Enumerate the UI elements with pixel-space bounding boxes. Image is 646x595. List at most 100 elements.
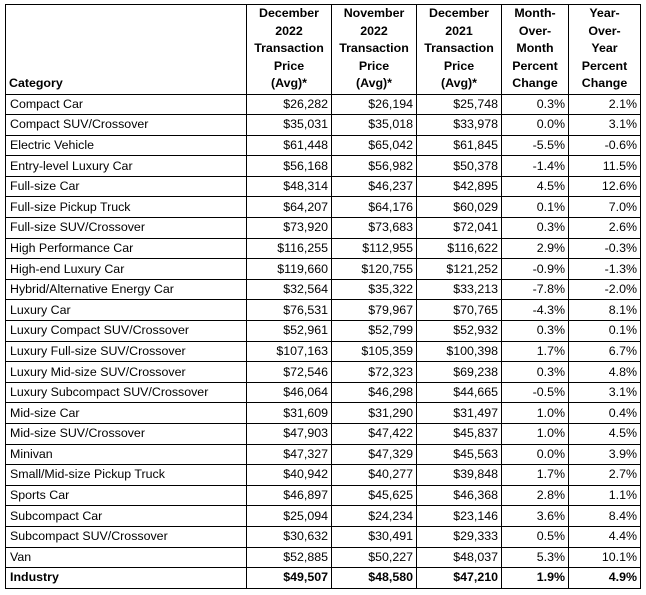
yoy-change-cell: -2.0% — [568, 278, 641, 301]
table-row: Compact Car $26,282 $26,194 $25,748 0.3% 2.1% — [5, 93, 641, 116]
yoy-change-cell: 6.7% — [568, 340, 641, 363]
dec-2022-price-cell: $76,531 — [246, 299, 332, 322]
mom-change-cell: 1.0% — [501, 402, 569, 424]
mom-change-cell: -0.9% — [501, 258, 569, 280]
nov-2022-price-cell: $112,955 — [331, 237, 417, 260]
dec-2022-price-cell: $31,609 — [246, 402, 332, 424]
yoy-change-cell: 11.5% — [568, 155, 641, 177]
dec-2022-price-cell: $72,546 — [246, 361, 332, 383]
dec-2022-price-cell: $47,327 — [246, 443, 332, 466]
dec-2021-price-cell: $31,497 — [416, 402, 502, 424]
category-cell: Minivan — [5, 443, 247, 466]
category-cell: Small/Mid-size Pickup Truck — [5, 464, 247, 486]
nov-2022-price-cell: $73,683 — [331, 217, 417, 239]
category-cell: Compact SUV/Crossover — [5, 114, 247, 136]
mom-change-cell: 0.0% — [501, 443, 569, 466]
table-row: High Performance Car $116,255 $112,955 $116… — [5, 237, 641, 260]
table-row: Subcompact SUV/Crossover $30,632 $30,491 $2… — [5, 525, 641, 548]
dec-2022-price-cell: $119,660 — [246, 258, 332, 280]
nov-2022-price-cell: $46,298 — [331, 381, 417, 404]
dec-2021-price-cell: $25,748 — [416, 93, 502, 116]
nov-2022-price-cell: $50,227 — [331, 546, 417, 569]
dec-2021-price-cell: $61,845 — [416, 134, 502, 157]
mom-change-cell: 2.8% — [501, 484, 569, 507]
nov-2022-price-cell: $56,982 — [331, 155, 417, 177]
mom-change-cell: 0.5% — [501, 525, 569, 548]
dec-2021-price-cell: $48,037 — [416, 546, 502, 569]
yoy-change-cell: -0.3% — [568, 237, 641, 260]
nov-2022-price-cell: $105,359 — [331, 340, 417, 363]
mom-change-cell: -5.5% — [501, 134, 569, 157]
nov-2022-price-cell: $35,018 — [331, 114, 417, 136]
yoy-change-cell: 8.4% — [568, 505, 641, 527]
category-cell: Mid-size SUV/Crossover — [5, 423, 247, 445]
table-row: Luxury Subcompact SUV/Crossover $46,064 $4… — [5, 381, 641, 404]
yoy-change-cell: 10.1% — [568, 546, 641, 569]
dec-2022-price-cell: $32,564 — [246, 278, 332, 301]
yoy-change-cell: 12.6% — [568, 175, 641, 198]
dec-2021-price-cell: $70,765 — [416, 299, 502, 322]
category-cell: Luxury Car — [5, 299, 247, 322]
dec-2021-price-cell: $45,563 — [416, 443, 502, 466]
header-month-over-month-change: Month- Over- Month Percent Change — [501, 4, 569, 95]
category-cell: Van — [5, 546, 247, 569]
yoy-change-cell: 2.1% — [568, 93, 641, 116]
table-row: Subcompact Car $25,094 $24,234 $23,146 3.6% 8… — [5, 505, 641, 527]
table-row: Full-size Car $48,314 $46,237 $42,895 4.5% 12… — [5, 175, 641, 198]
header-row: Category December 2022 Transaction Price (Av… — [5, 4, 641, 95]
nov-2022-price-cell: $46,237 — [331, 175, 417, 198]
dec-2022-price-cell: $73,920 — [246, 217, 332, 239]
dec-2022-price-cell: $48,314 — [246, 175, 332, 198]
dec-2021-price-cell: $47,210 — [416, 567, 502, 589]
dec-2022-price-cell: $64,207 — [246, 196, 332, 219]
category-cell: Entry-level Luxury Car — [5, 155, 247, 177]
header-dec-2021-price: December 2021 Transaction Price (Avg)* — [416, 4, 502, 95]
dec-2021-price-cell: $46,368 — [416, 484, 502, 507]
mom-change-cell: -0.5% — [501, 381, 569, 404]
table-header: Category December 2022 Transaction Price (Av… — [5, 4, 641, 95]
category-cell: Subcompact Car — [5, 505, 247, 527]
transaction-price-table: Category December 2022 Transaction Price (Av… — [5, 4, 641, 589]
mom-change-cell: 0.0% — [501, 114, 569, 136]
mom-change-cell: 1.9% — [501, 567, 569, 589]
mom-change-cell: 4.5% — [501, 175, 569, 198]
table-row: Luxury Compact SUV/Crossover $52,961 $52,7… — [5, 320, 641, 342]
dec-2022-price-cell: $40,942 — [246, 464, 332, 486]
yoy-change-cell: 3.1% — [568, 114, 641, 136]
dec-2022-price-cell: $52,885 — [246, 546, 332, 569]
mom-change-cell: -1.4% — [501, 155, 569, 177]
category-cell: Sports Car — [5, 484, 247, 507]
nov-2022-price-cell: $72,323 — [331, 361, 417, 383]
table-row: Mid-size SUV/Crossover $47,903 $47,422 $45,… — [5, 423, 641, 445]
yoy-change-cell: 8.1% — [568, 299, 641, 322]
dec-2022-price-cell: $46,897 — [246, 484, 332, 507]
category-cell: Full-size Car — [5, 175, 247, 198]
yoy-change-cell: 2.6% — [568, 217, 641, 239]
dec-2022-price-cell: $61,448 — [246, 134, 332, 157]
category-cell: Electric Vehicle — [5, 134, 247, 157]
mom-change-cell: -4.3% — [501, 299, 569, 322]
category-cell: Luxury Compact SUV/Crossover — [5, 320, 247, 342]
dec-2021-price-cell: $45,837 — [416, 423, 502, 445]
industry-total-row: Industry $49,507 $48,580 $47,210 1.9% 4.9% — [5, 567, 641, 589]
nov-2022-price-cell: $24,234 — [331, 505, 417, 527]
mom-change-cell: 1.0% — [501, 423, 569, 445]
yoy-change-cell: -1.3% — [568, 258, 641, 280]
mom-change-cell: 0.3% — [501, 320, 569, 342]
dec-2021-price-cell: $44,665 — [416, 381, 502, 404]
dec-2022-price-cell: $47,903 — [246, 423, 332, 445]
yoy-change-cell: 7.0% — [568, 196, 641, 219]
table-row: Luxury Full-size SUV/Crossover $107,163 $1… — [5, 340, 641, 363]
header-year-over-year-change: Year- Over- Year Percent Change — [568, 4, 641, 95]
dec-2021-price-cell: $29,333 — [416, 525, 502, 548]
dec-2022-price-cell: $49,507 — [246, 567, 332, 589]
category-cell: Luxury Subcompact SUV/Crossover — [5, 381, 247, 404]
dec-2022-price-cell: $25,094 — [246, 505, 332, 527]
category-cell: Mid-size Car — [5, 402, 247, 424]
table-row: Luxury Mid-size SUV/Crossover $72,546 $72,… — [5, 361, 641, 383]
yoy-change-cell: 0.1% — [568, 320, 641, 342]
table-row: Entry-level Luxury Car $56,168 $56,982 $50,… — [5, 155, 641, 177]
dec-2021-price-cell: $33,213 — [416, 278, 502, 301]
table-row: Compact SUV/Crossover $35,031 $35,018 $33,9… — [5, 114, 641, 136]
table-row: Sports Car $46,897 $45,625 $46,368 2.8% 1.1% — [5, 484, 641, 507]
